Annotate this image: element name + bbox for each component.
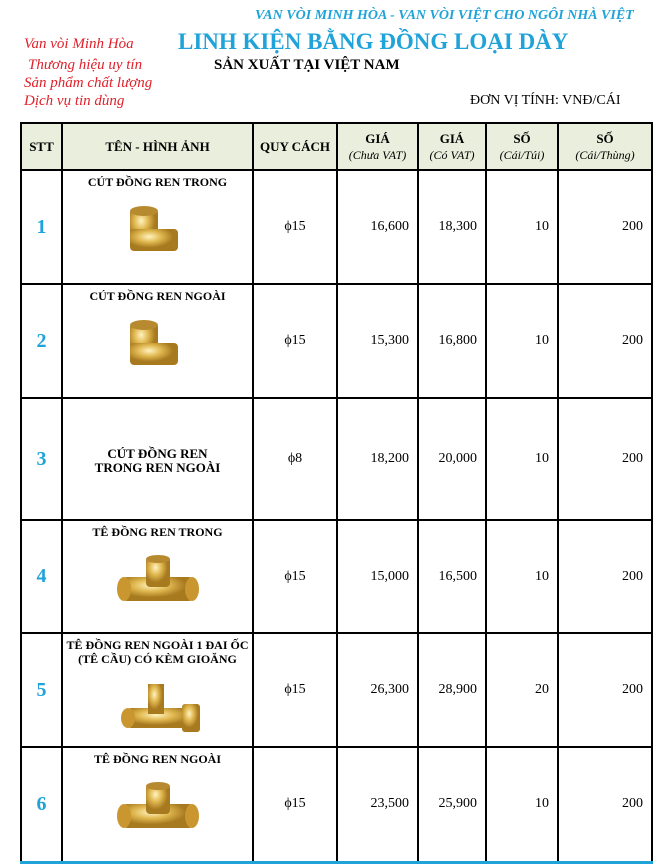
product-name: CÚT ĐỒNG REN NGOÀI [89,289,226,303]
product-name: CÚT ĐỒNG REN TRONG REN NGOÀI [94,446,221,475]
spec: ϕ15 [252,632,338,748]
column-label: GIÁ [439,130,465,146]
product-image [120,684,200,732]
column-label: QUY CÁCH [260,139,330,154]
product-image [129,320,178,365]
slogan-1: Van vòi Minh Hòa [24,36,134,52]
table-row: 1 CÚT ĐỒNG REN TRONG ϕ15 16,600 18,300 10… [20,169,653,285]
row-number: 3 [20,397,63,521]
spec: ϕ8 [252,397,338,521]
row-number: 1 [20,169,63,285]
price-vat: 20,000 [417,397,487,521]
table-row: 2 CÚT ĐỒNG REN NGOÀI ϕ15 15,300 16,800 10… [20,283,653,399]
column-header: SỐ (Cái/Túi) [485,122,559,171]
row-number: 6 [20,746,63,864]
product-image [129,206,178,251]
spec: ϕ15 [252,283,338,399]
column-sublabel: (Có VAT) [429,147,475,162]
price-vat: 16,800 [417,283,487,399]
column-label: STT [29,139,54,154]
slogan-4: Dịch vụ tin dùng [24,93,125,109]
price-no-vat: 15,000 [336,519,419,634]
qty-per-box: 200 [557,632,653,748]
slogan-3: Sản phẩm chất lượng [24,75,153,91]
column-label: SỐ [596,130,614,146]
product-cell: CÚT ĐỒNG REN TRONG REN NGOÀI [61,397,254,521]
tagline: VAN VÒI MINH HÒA - VAN VÒI VIỆT CHO NGÔI… [255,8,634,23]
page-title: LINH KIỆN BẰNG ĐỒNG LOẠI DÀY [178,29,569,54]
unit-label: ĐƠN VỊ TÍNH: VNĐ/CÁI [470,93,621,108]
qty-per-bag: 10 [485,283,559,399]
page-subtitle: SẢN XUẤT TẠI VIỆT NAM [214,57,400,73]
price-vat: 16,500 [417,519,487,634]
column-header: GIÁ (Chưa VAT) [336,122,419,171]
product-cell: TÊ ĐỒNG REN TRONG [61,519,254,634]
product-cell: TÊ ĐỒNG REN NGOÀI 1 ĐAI ỐC (TÊ CẦU) CÓ K… [61,632,254,748]
product-cell: TÊ ĐỒNG REN NGOÀI [61,746,254,864]
qty-per-bag: 10 [485,169,559,285]
column-header: STT [20,122,63,171]
qty-per-box: 200 [557,746,653,864]
product-image [116,782,199,828]
table-row: 5 TÊ ĐỒNG REN NGOÀI 1 ĐAI ỐC (TÊ CẦU) CÓ … [20,632,653,748]
column-sublabel: (Cái/Thùng) [575,147,635,162]
row-number: 4 [20,519,63,634]
column-sublabel: (Chưa VAT) [348,147,407,162]
qty-per-bag: 20 [485,632,559,748]
price-vat: 18,300 [417,169,487,285]
spec: ϕ15 [252,519,338,634]
qty-per-bag: 10 [485,397,559,521]
row-number: 5 [20,632,63,748]
column-header: SỐ (Cái/Thùng) [557,122,653,171]
column-label: GIÁ [365,130,390,146]
price-vat: 25,900 [417,746,487,864]
price-no-vat: 23,500 [336,746,419,864]
product-name: TÊ ĐỒNG REN TRONG [92,525,223,539]
table-row: 6 TÊ ĐỒNG REN NGOÀI ϕ15 23,500 25,900 10 … [20,746,653,864]
column-label: TÊN - HÌNH ẢNH [105,139,210,154]
price-no-vat: 16,600 [336,169,419,285]
column-header: TÊN - HÌNH ẢNH [61,122,254,171]
price-no-vat: 15,300 [336,283,419,399]
slogan-2: Thương hiệu uy tín [28,57,143,73]
price-no-vat: 26,300 [336,632,419,748]
price-vat: 28,900 [417,632,487,748]
product-cell: CÚT ĐỒNG REN NGOÀI [61,283,254,399]
spec: ϕ15 [252,169,338,285]
qty-per-box: 200 [557,519,653,634]
qty-per-bag: 10 [485,519,559,634]
column-header: QUY CÁCH [252,122,338,171]
product-name: TÊ ĐỒNG REN NGOÀI 1 ĐAI ỐC (TÊ CẦU) CÓ K… [66,638,249,666]
qty-per-box: 200 [557,397,653,521]
price-no-vat: 18,200 [336,397,419,521]
column-label: SỐ [513,130,531,146]
table-row: 3 CÚT ĐỒNG REN TRONG REN NGOÀI ϕ8 18,200 … [20,397,653,521]
price-table: STT TÊN - HÌNH ẢNH QUY CÁCH GIÁ (Chưa VAT) GI… [20,122,653,864]
table-row: 4 TÊ ĐỒNG REN TRONG ϕ15 15,000 16,500 10 … [20,519,653,634]
product-cell: CÚT ĐỒNG REN TRONG [61,169,254,285]
row-number: 2 [20,283,63,399]
qty-per-bag: 10 [485,746,559,864]
product-name: TÊ ĐỒNG REN NGOÀI [93,752,221,766]
qty-per-box: 200 [557,169,653,285]
product-name: CÚT ĐỒNG REN TRONG [87,175,228,189]
column-sublabel: (Cái/Túi) [499,147,545,162]
product-image [116,555,199,601]
column-header: GIÁ (Có VAT) [417,122,487,171]
qty-per-box: 200 [557,283,653,399]
spec: ϕ15 [252,746,338,864]
